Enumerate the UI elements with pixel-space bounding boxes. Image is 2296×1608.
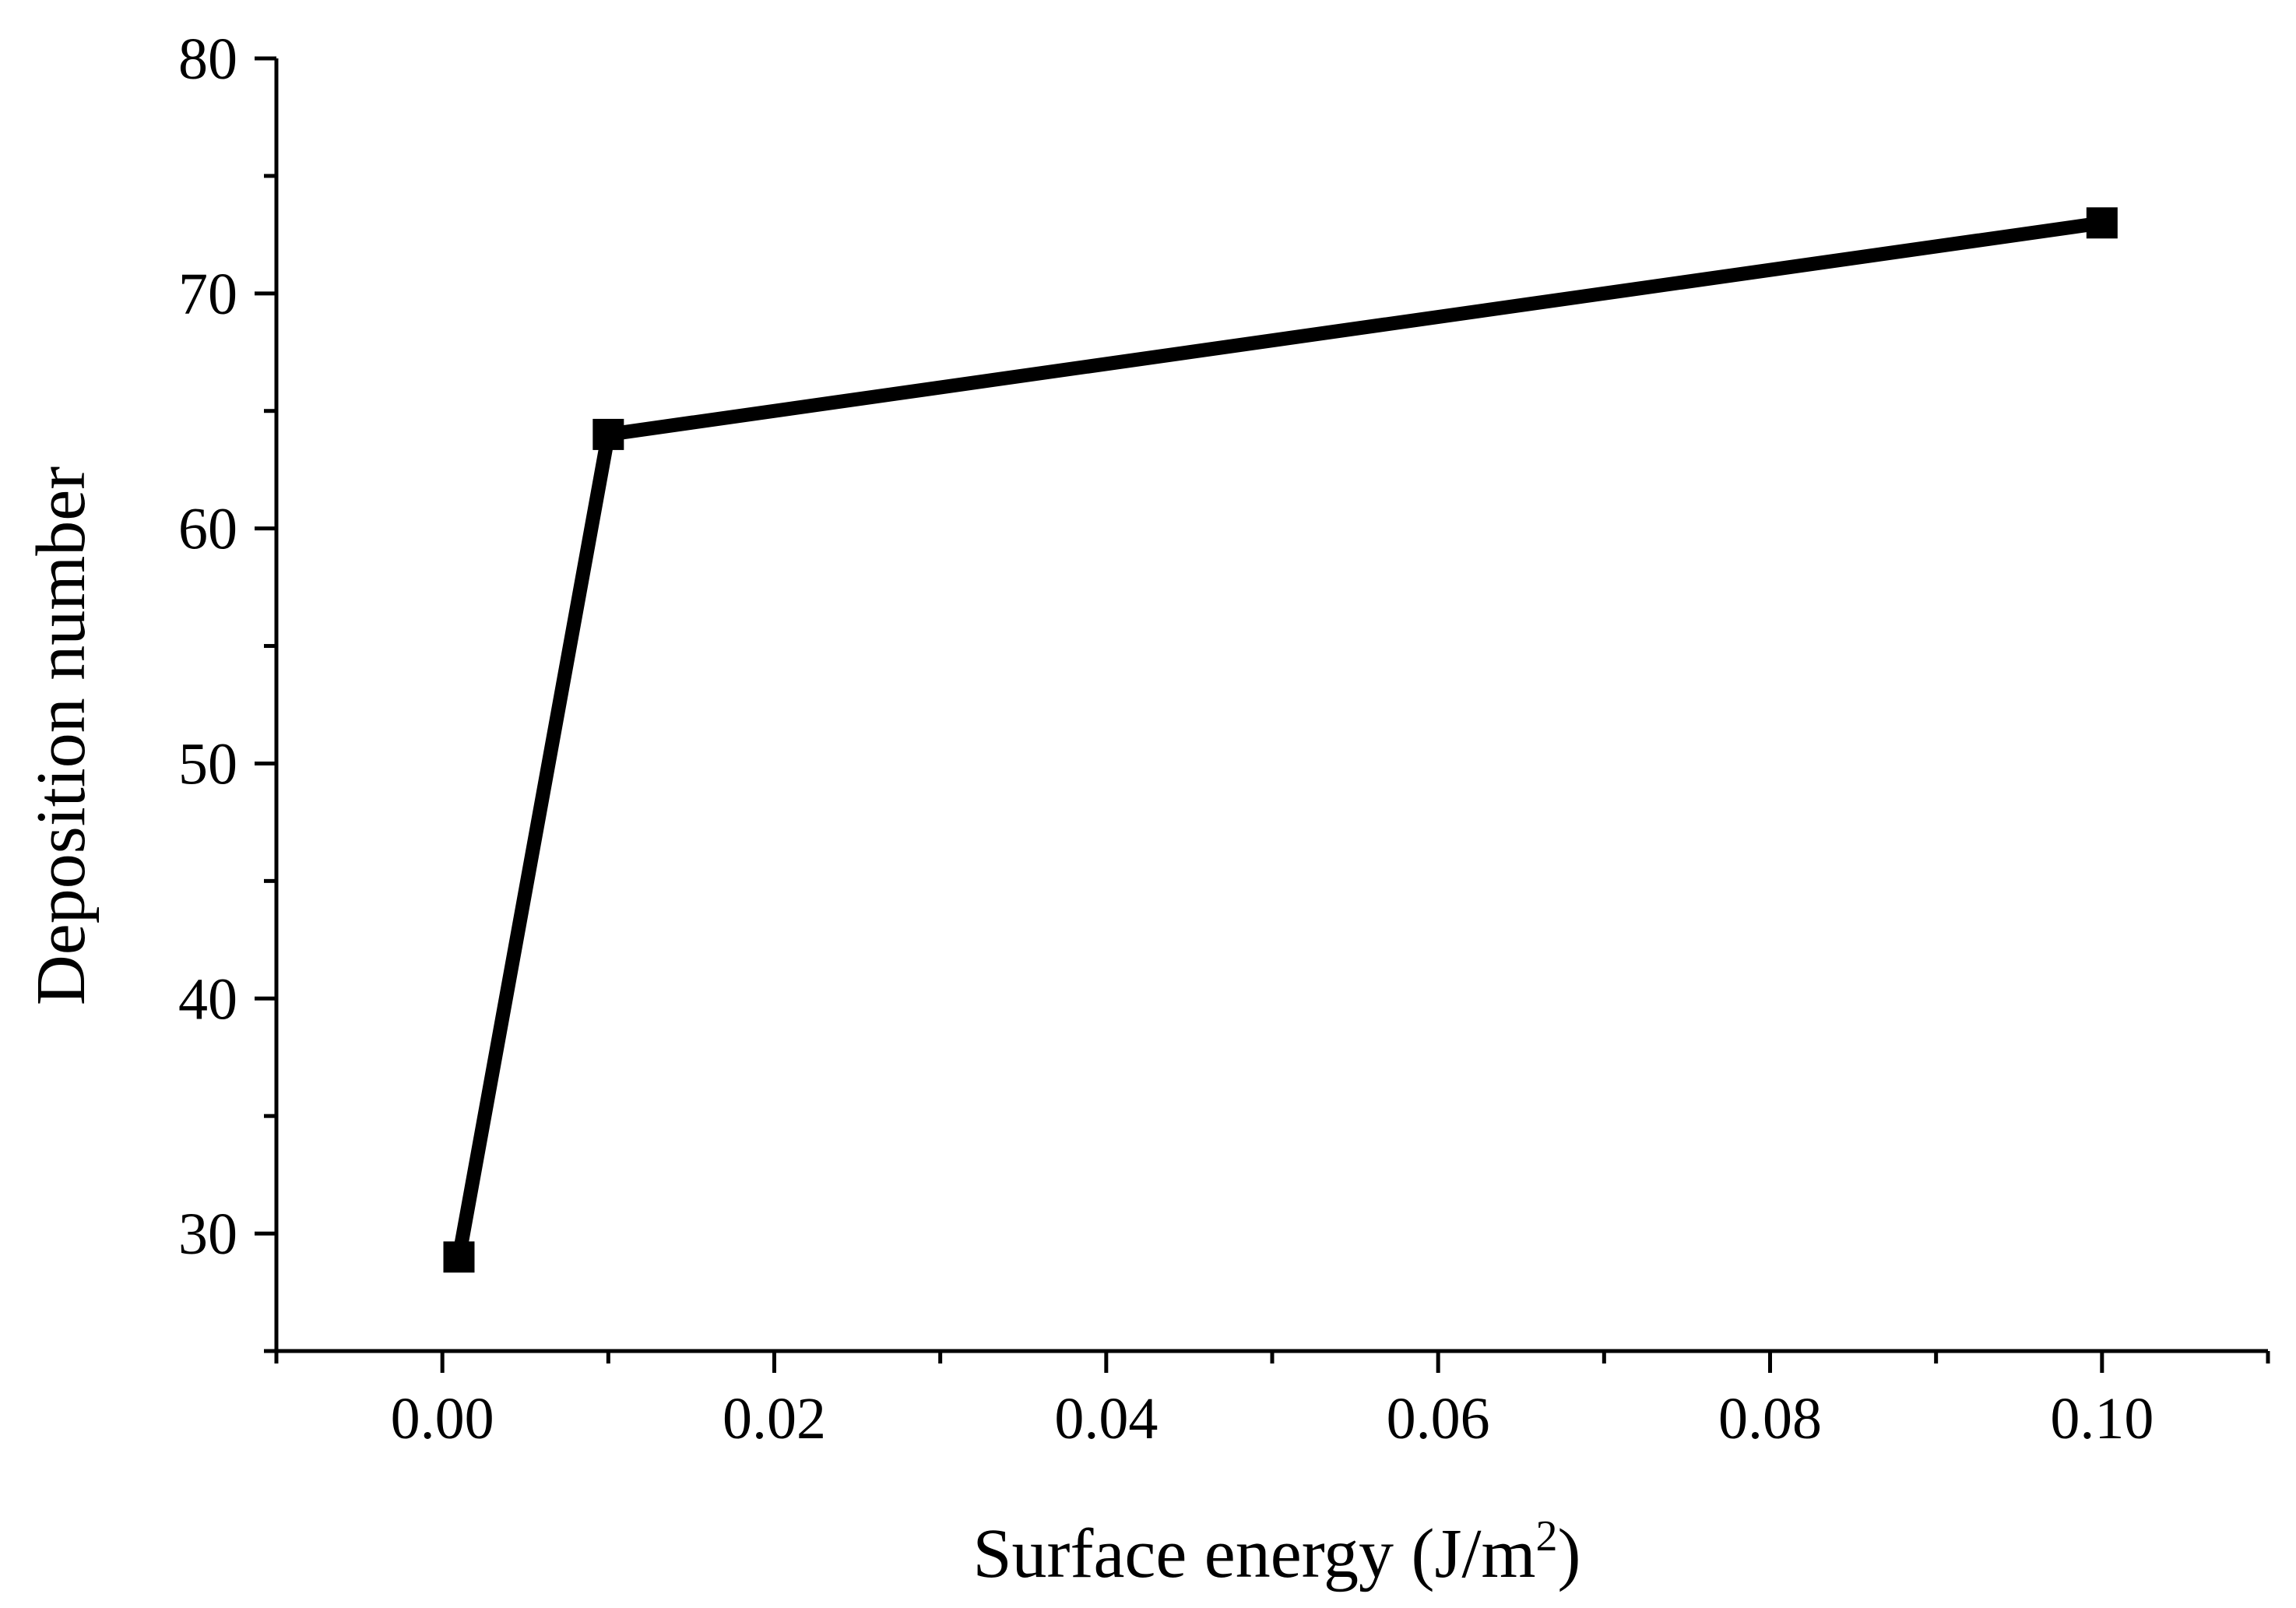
data-point-marker [592,418,624,450]
axes [274,58,2268,1353]
x-axis-title-superscript: 2 [1536,1512,1558,1560]
x-axis-title: Surface energy (J/m2) [972,1512,1580,1592]
x-tick-label: 0.02 [723,1386,826,1451]
data-point-marker [443,1241,475,1273]
x-tick-label: 0.06 [1387,1386,1490,1451]
y-ticks [255,56,276,1353]
x-ticks [274,1351,2270,1373]
y-tick-label: 70 [178,262,237,327]
x-tick-label: 0.00 [391,1386,494,1451]
y-tick-label: 40 [178,966,237,1032]
x-tick-label: 0.08 [1718,1386,1822,1451]
x-tick-label: 0.10 [2050,1386,2154,1451]
y-tick-label: 30 [178,1202,237,1267]
markers [443,207,2118,1273]
y-tick-label: 60 [178,497,237,562]
series-line [452,216,2109,1265]
x-axis-title-suffix: ) [1558,1515,1581,1592]
series [452,216,2109,1265]
data-point-marker [2086,207,2118,239]
y-tick-labels: 30 40 50 60 70 80 [178,26,237,1267]
x-tick-labels: 0.00 0.02 0.04 0.06 0.08 0.10 [391,1386,2154,1451]
y-tick-label: 50 [178,731,237,797]
y-tick-label: 80 [178,26,237,92]
x-tick-label: 0.04 [1054,1386,1158,1451]
y-axis-title: Deposition number [23,466,100,1005]
